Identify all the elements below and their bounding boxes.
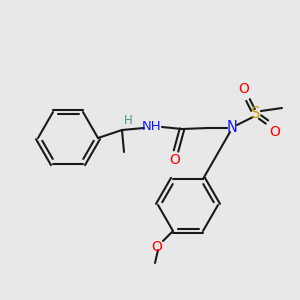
Text: O: O: [238, 82, 249, 96]
Text: H: H: [124, 115, 132, 128]
Text: S: S: [251, 106, 261, 122]
Text: O: O: [169, 153, 180, 167]
Text: O: O: [152, 240, 162, 254]
Text: NH: NH: [142, 119, 162, 133]
Text: O: O: [270, 125, 280, 139]
Text: N: N: [226, 119, 237, 134]
